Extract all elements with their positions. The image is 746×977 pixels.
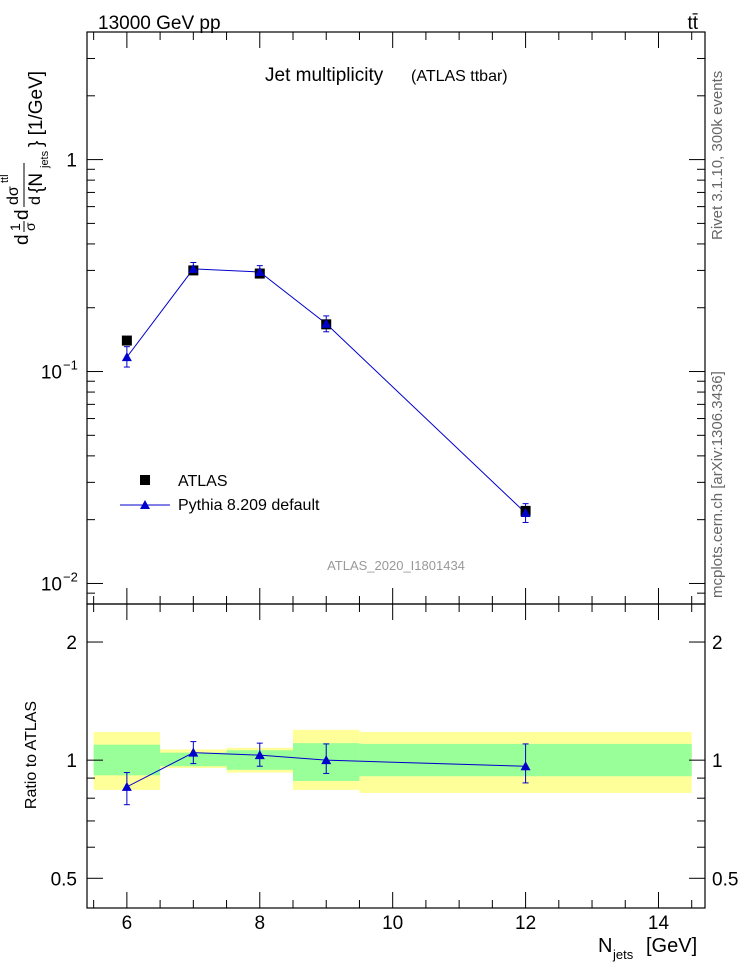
legend-data-marker <box>140 475 150 485</box>
legend-mc-marker <box>140 500 150 509</box>
ratio-point <box>188 747 199 757</box>
svg-text:1: 1 <box>7 223 23 231</box>
watermark: ATLAS_2020_I1801434 <box>327 558 465 573</box>
uncertainty-band-inner <box>93 744 161 776</box>
svg-text:ttl: ttl <box>0 174 11 183</box>
mc-point <box>520 508 531 518</box>
ratio-frame <box>86 603 706 909</box>
y-tick-exponent: −1 <box>63 358 78 373</box>
mc-point <box>121 352 132 362</box>
x-tick-label: 12 <box>515 913 536 934</box>
main-frame <box>86 31 706 605</box>
mcplots-label: mcplots.cern.ch [arXiv:1306.3436] <box>709 371 726 598</box>
ratio-y-tick-label: 1 <box>66 751 77 772</box>
legend-data-label: ATLAS <box>178 473 228 490</box>
ratio-y-tick-label-right: 1 <box>712 751 723 772</box>
x-tick-label: 14 <box>648 913 670 934</box>
svg-text:dσ: dσ <box>5 186 22 205</box>
legend-mc-label: Pythia 8.209 default <box>178 497 320 514</box>
svg-text:d: d <box>27 196 44 205</box>
svg-text:} [1/GeV]: } [1/GeV] <box>26 71 47 147</box>
y-tick-label: 1 <box>66 151 77 172</box>
y-tick-exponent: −2 <box>63 569 78 584</box>
ratio-point <box>254 750 265 760</box>
legend: ATLAS Pythia 8.209 default <box>120 473 320 514</box>
chart-subtitle: (ATLAS ttbar) <box>411 68 508 85</box>
mc-point <box>254 266 265 276</box>
data-point <box>121 335 132 346</box>
mc-point <box>321 318 332 328</box>
svg-text:d: d <box>12 234 33 245</box>
x-tick-label: 8 <box>254 913 265 934</box>
x-tick-label: 10 <box>382 913 403 934</box>
mc-point <box>188 263 199 273</box>
y-tick-label: 10 <box>41 363 62 384</box>
energy-label: 13000 GeV pp <box>98 13 221 34</box>
ratio-point <box>121 781 132 791</box>
y-axis-label: d 1 σ d dσ ttl d {N jets } [1/GeV] <box>0 71 51 245</box>
main-panel: 110−110−2 Jet multiplicity (ATLAS ttbar)… <box>0 31 706 605</box>
y-tick-label: 10 <box>41 574 62 595</box>
ratio-y-tick-label-right: 0.5 <box>712 869 738 890</box>
ratio-y-tick-label-right: 2 <box>712 633 723 654</box>
ratio-point <box>520 761 531 771</box>
svg-text:d: d <box>12 209 33 220</box>
svg-text:jets: jets <box>39 150 51 169</box>
ratio-y-tick-label: 0.5 <box>51 869 77 890</box>
svg-text:[GeV]: [GeV] <box>646 935 697 957</box>
svg-text:jets: jets <box>612 947 634 962</box>
chart-title: Jet multiplicity <box>265 65 384 86</box>
x-axis-label: N jets [GeV] <box>598 935 697 962</box>
ratio-panel: 0.5 0.51 12 26 8 10 12 14 Ratio to ATLAS N jets… <box>23 603 738 962</box>
ratio-y-tick-label: 2 <box>66 633 77 654</box>
svg-text:N: N <box>598 935 612 957</box>
process-label: tt̄ <box>687 13 698 34</box>
x-tick-label: 6 <box>122 913 133 934</box>
ratio-point <box>321 755 332 765</box>
svg-text:σ: σ <box>22 222 38 231</box>
rivet-label: Rivet 3.1.10, 300k events <box>709 71 726 240</box>
svg-text:{N: {N <box>26 173 47 193</box>
ratio-y-label: Ratio to ATLAS <box>23 701 40 809</box>
